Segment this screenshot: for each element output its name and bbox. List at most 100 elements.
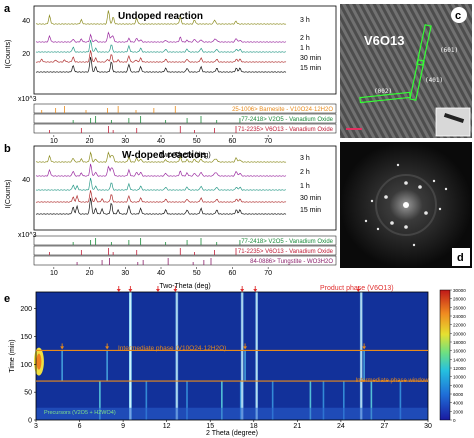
e-ytick-label-4: 200 (20, 306, 32, 313)
colorbar-tick-label-1: 2000 (453, 409, 464, 414)
fft-spot (424, 211, 428, 215)
colorbar-tick-label-6: 12000 (453, 366, 466, 371)
fft-spot (370, 199, 374, 203)
panel-e: Product phase (V6O13) Intermediate phase… (9, 285, 466, 437)
e-xtick-label-2: 9 (121, 423, 125, 430)
panel-c-scale-bar (346, 128, 362, 130)
b-ref-label-1: 71-2235> V6O13 - Vanadium Oxide (238, 249, 334, 255)
a-curve-label-3: 30 min (300, 55, 321, 62)
panel-a-scale-note: x10^3 (18, 96, 37, 103)
heatmap-product-streak-core (360, 292, 362, 420)
b-xtick-label-2: 30 (121, 270, 129, 277)
a-curve-3 (35, 50, 287, 63)
panel-c-annotation-601: (6̄01) (440, 47, 458, 54)
panel-a-curves (35, 10, 287, 73)
a-curve-label-2: 1 h (300, 45, 310, 52)
panel-c-inset (435, 107, 471, 137)
panel-c-phase-label: V6O13 (364, 33, 404, 48)
panel-a: Undoped reaction I(Counts) 40 20 x10^3 3… (5, 5, 337, 159)
a-xtick-label-6: 70 (264, 138, 272, 145)
a-curve-label-4: 15 min (300, 65, 321, 72)
a-curve-label-1: 2 h (300, 35, 310, 42)
heatmap-precursor-streak (322, 381, 325, 420)
panel-e-intermediate-label: Intermediate phase (V10O24·12H2O) (118, 345, 226, 352)
panel-a-ylabel: I(Counts) (5, 40, 12, 69)
panel-c-fringe-box-3 (359, 91, 411, 104)
b-curve-label-4: 15 min (300, 207, 321, 214)
fft-spot (390, 221, 394, 225)
fft-spot (364, 219, 368, 223)
b-ref-label-0: 77-2418> V2O5 - Vanadium Oxide (241, 239, 333, 245)
colorbar-tick-label-4: 8000 (453, 383, 464, 388)
panel-e-colorbar (439, 289, 451, 421)
panel-e-xlabel: 2 Theta (degree) (206, 430, 258, 437)
panel-c-annotation-401: (401) (425, 77, 443, 84)
panel-d-diffuse-ring (375, 174, 437, 236)
heatmap-precursor-blob-core (36, 353, 42, 370)
colorbar-tick-label-12: 24000 (453, 314, 466, 319)
colorbar-tick-label-11: 22000 (453, 323, 466, 328)
b-curve-3 (35, 190, 287, 203)
intermediate-peak-arrowhead (105, 346, 110, 350)
panel-d-letter: d (457, 252, 464, 264)
product-peak-arrowhead (253, 289, 258, 292)
panel-b-title: W-doped reaction (122, 150, 206, 161)
e-ytick-label-2: 100 (20, 362, 32, 369)
fft-spot (438, 207, 442, 211)
a-xtick-label-2: 30 (121, 138, 129, 145)
fft-spot (396, 163, 400, 167)
a-xtick-label-0: 10 (50, 138, 58, 145)
heatmap-precursor-streak (239, 381, 242, 420)
panel-c-fringe-box-1 (416, 24, 432, 66)
colorbar-tick-label-14: 28000 (453, 297, 466, 302)
product-peak-arrowhead (173, 289, 178, 292)
b-curve-1 (35, 163, 287, 177)
b-xtick-label-4: 50 (193, 270, 201, 277)
a-ref-box-0 (33, 103, 337, 114)
product-peak-arrowhead (155, 289, 160, 292)
panel-a-xticks: 10 20 30 40 50 60 70 (50, 135, 272, 145)
colorbar-tick-label-7: 14000 (453, 357, 466, 362)
heatmap-product-streak-core (129, 292, 131, 420)
a-xtick-label-1: 20 (86, 138, 94, 145)
b-ref-box-1 (33, 245, 337, 256)
b-ref-label-2: 84-0886> Tungstite - WO3H2O (250, 259, 333, 265)
a-curve-2 (35, 39, 286, 53)
e-xtick-label-5: 18 (250, 423, 258, 430)
panel-e-streaks (33, 292, 428, 420)
panel-c: c V6O13 (6̄01) (002) (401) (340, 4, 472, 138)
product-peak-arrowhead (128, 289, 133, 292)
heatmap-precursor-streak (399, 381, 402, 420)
b-curve-label-2: 1 h (300, 183, 310, 190)
panel-c-inset-nanorod (443, 113, 465, 123)
heatmap-intermediate-streak (244, 350, 246, 382)
panel-d-letter-badge (452, 248, 470, 266)
a-ref-box-1 (33, 113, 337, 124)
panel-e-yticks: 0 50 100 150 200 (20, 306, 36, 425)
a-ref-box-2 (33, 123, 337, 134)
colorbar-tick-label-8: 16000 (453, 349, 466, 354)
panel-c-letter: c (455, 10, 461, 22)
fft-spot (432, 179, 436, 183)
heatmap-product-streak-core (241, 292, 243, 420)
fft-spot (418, 185, 422, 189)
heatmap-precursor-streak (309, 381, 312, 420)
intermediate-peak-arrowhead (362, 346, 367, 350)
e-xtick-label-4: 15 (206, 423, 214, 430)
a-xtick-label-3: 40 (157, 138, 165, 145)
panel-e-ylabel: Time (min) (9, 339, 16, 372)
panel-e-letter: e (4, 293, 10, 305)
panel-b-ylabel: I(Counts) (5, 180, 12, 209)
b-xtick-label-3: 40 (157, 270, 165, 277)
fft-spot (444, 187, 448, 191)
panel-b-reference-patterns: 77-2418> V2O5 - Vanadium Oxide 71-2235> V… (33, 235, 337, 266)
product-peak-arrowhead (116, 289, 121, 292)
fft-spot (404, 181, 408, 185)
panel-b: W-doped reaction I(Counts) 40 x10^3 3 h 2… (5, 145, 337, 290)
heatmap-bottom-band (36, 407, 428, 420)
b-curve-4 (35, 197, 287, 215)
heatmap-precursor-streak (271, 381, 274, 420)
panel-e-xticks: 3 6 9 12 15 18 21 24 27 30 (34, 420, 432, 430)
intermediate-peak-arrowhead (243, 346, 248, 350)
